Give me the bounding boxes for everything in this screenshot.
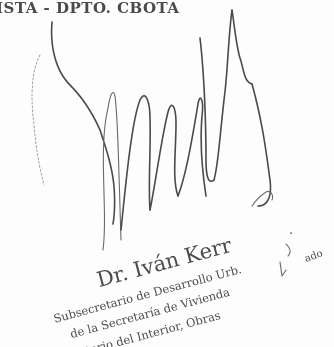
header-fragment: ISTA - DPTO. CBOTA [0,0,180,17]
signature-stamp: Dr. Iván Kerr Subsecretario de Desarroll… [52,233,243,347]
handwritten-signature [31,9,291,277]
margin-fragment: . [289,223,293,238]
margin-fragment: ado [303,248,324,265]
